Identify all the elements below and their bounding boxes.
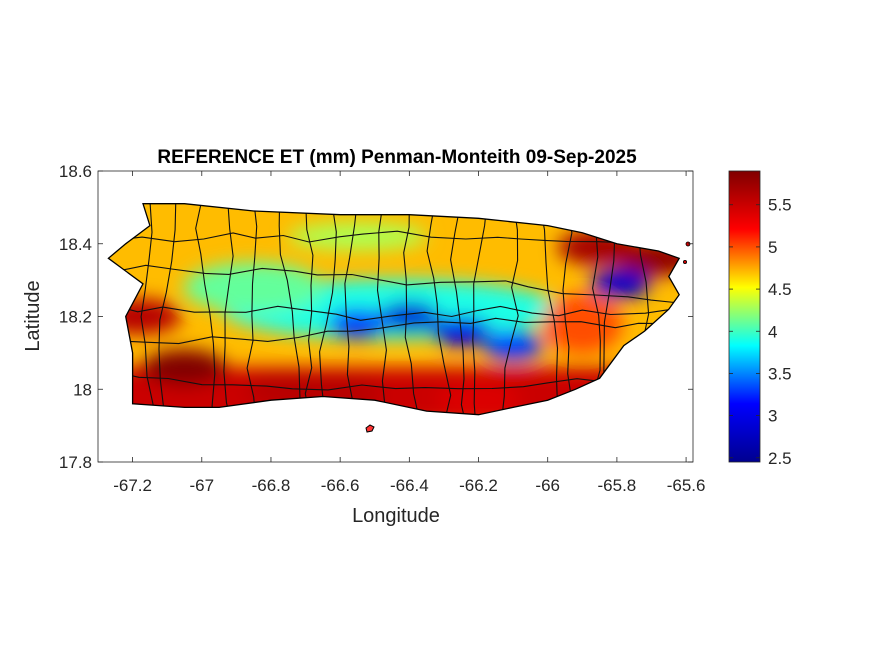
- island-outline: [107, 203, 681, 416]
- x-tick-label: -67: [189, 476, 214, 495]
- x-tick-label: -66: [535, 476, 560, 495]
- map-axes: -67.2 -67 -66.8 -66.6 -66.4 -66.2 -66 -65.8 -65.…: [59, 162, 706, 495]
- colorbar-box: [728, 170, 761, 463]
- x-tick-label: -66.4: [390, 476, 429, 495]
- x-tick-label: -66.2: [459, 476, 498, 495]
- colorbar-tick-label: 3.5: [768, 364, 792, 383]
- colorbar: 2.5 3 3.5 4 4.5 5 5.5: [728, 170, 792, 468]
- x-tick-label: -67.2: [113, 476, 152, 495]
- x-axis-label: Longitude: [352, 505, 440, 527]
- y-tick-label: 18: [73, 380, 92, 399]
- colorbar-tick-label: 2.5: [768, 449, 792, 468]
- x-tick-label: -65.8: [598, 476, 637, 495]
- y-tick-label: 18.4: [59, 235, 92, 254]
- colorbar-tick-label: 5: [768, 238, 777, 257]
- colorbar-tick-label: 4: [768, 322, 777, 341]
- x-tick-label: -66.6: [321, 476, 360, 495]
- y-tick-label: 18.2: [59, 308, 92, 327]
- colorbar-tick-label: 5.5: [768, 196, 792, 215]
- x-tick-label: -65.6: [667, 476, 706, 495]
- y-ticks: 17.8 18 18.2 18.4 18.6: [59, 162, 693, 472]
- colorbar-tick-label: 4.5: [768, 280, 792, 299]
- colorbar-gradient: [729, 171, 760, 462]
- map-title: REFERENCE ET (mm) Penman-Monteith 09-Sep…: [157, 147, 637, 168]
- y-tick-label: 18.6: [59, 162, 92, 181]
- colorbar-tick-label: 3: [768, 407, 777, 426]
- x-ticks: -67.2 -67 -66.8 -66.6 -66.4 -66.2 -66 -65.8 -65.…: [113, 171, 705, 495]
- x-tick-label: -66.8: [252, 476, 291, 495]
- colorbar-ticks: 2.5 3 3.5 4 4.5 5 5.5: [729, 196, 792, 468]
- y-tick-label: 17.8: [59, 453, 92, 472]
- y-axis-label: Latitude: [22, 280, 44, 351]
